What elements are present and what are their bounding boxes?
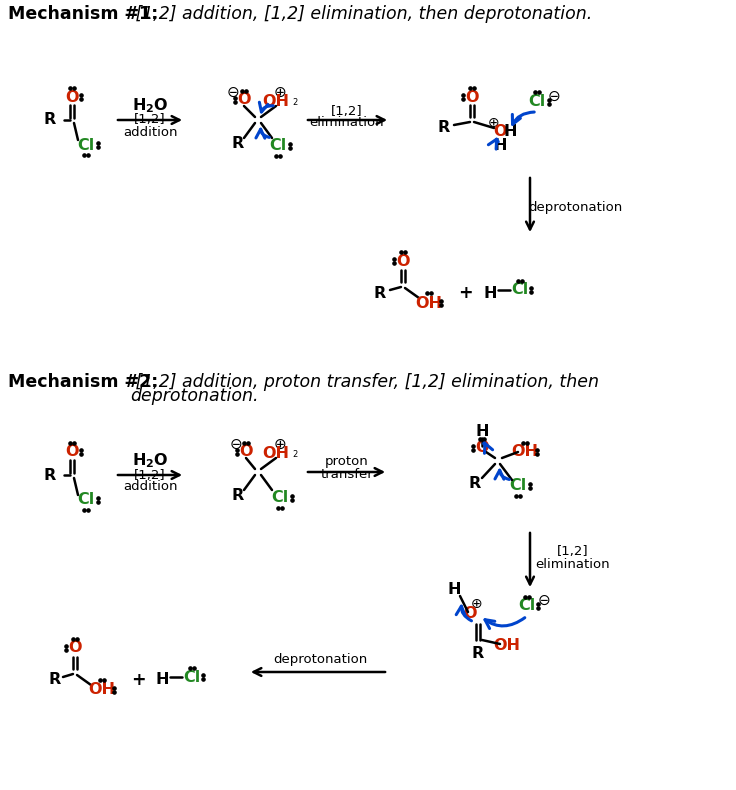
Text: Cl: Cl — [528, 95, 545, 110]
Text: O: O — [239, 445, 252, 460]
Text: OH: OH — [512, 445, 539, 460]
Text: ⊖: ⊖ — [537, 592, 551, 608]
Text: ⊕: ⊕ — [274, 437, 286, 452]
Text: Mechanism #2:: Mechanism #2: — [8, 373, 158, 391]
Text: deprotonation: deprotonation — [273, 653, 367, 667]
Text: +: + — [458, 284, 473, 302]
Text: +: + — [131, 671, 145, 689]
Text: Cl: Cl — [77, 137, 95, 152]
Text: ⊖: ⊖ — [230, 437, 242, 452]
Text: Cl: Cl — [518, 599, 536, 614]
Text: OH: OH — [88, 683, 116, 698]
Text: H: H — [484, 285, 497, 300]
Text: O: O — [465, 89, 478, 104]
Text: deprotonation.: deprotonation. — [130, 387, 258, 405]
Text: R: R — [438, 121, 450, 136]
Text: OH: OH — [263, 93, 289, 108]
Text: O: O — [493, 125, 507, 140]
Text: [1,2]: [1,2] — [557, 546, 589, 559]
Text: elimination: elimination — [310, 116, 384, 130]
Text: $\mathbf{H_2O}$: $\mathbf{H_2O}$ — [132, 96, 169, 115]
Text: OH: OH — [263, 446, 289, 461]
Text: O: O — [396, 254, 410, 269]
Text: elimination: elimination — [536, 559, 610, 571]
Text: R: R — [232, 488, 244, 503]
Text: ⊖: ⊖ — [548, 88, 560, 103]
Text: O: O — [68, 641, 82, 656]
Text: Cl: Cl — [509, 479, 527, 494]
Text: Cl: Cl — [77, 492, 95, 507]
Text: [1,2]: [1,2] — [134, 468, 166, 481]
Text: R: R — [232, 137, 244, 152]
Text: O: O — [475, 441, 489, 456]
Text: O: O — [463, 607, 477, 622]
Text: Mechanism #1:: Mechanism #1: — [8, 5, 158, 23]
Text: addition: addition — [123, 126, 177, 138]
Text: R: R — [472, 646, 484, 661]
Text: ⊕: ⊕ — [471, 597, 483, 611]
Text: O: O — [237, 92, 251, 107]
Text: R: R — [469, 476, 481, 491]
Text: R: R — [44, 468, 56, 483]
Text: R: R — [49, 672, 61, 687]
Text: ⊕: ⊕ — [274, 85, 286, 100]
Text: Cl: Cl — [269, 138, 286, 153]
Text: OH: OH — [494, 638, 520, 653]
Text: [1,2] addition, proton transfer, [1,2] elimination, then: [1,2] addition, proton transfer, [1,2] e… — [130, 373, 599, 391]
Text: O: O — [66, 445, 79, 460]
Text: ⊖: ⊖ — [227, 85, 239, 100]
Text: proton: proton — [325, 456, 369, 468]
Text: transfer: transfer — [321, 468, 373, 480]
Text: [1,2]: [1,2] — [134, 114, 166, 126]
Text: deprotonation: deprotonation — [528, 201, 622, 213]
Text: H: H — [475, 424, 489, 439]
Text: OH: OH — [416, 295, 442, 310]
Text: Cl: Cl — [272, 491, 289, 506]
Text: O: O — [66, 89, 79, 104]
Text: H: H — [447, 582, 461, 597]
Text: addition: addition — [123, 480, 177, 494]
Text: R: R — [44, 112, 56, 127]
Text: ⊕: ⊕ — [488, 116, 500, 130]
Text: $\mathbf{H_2O}$: $\mathbf{H_2O}$ — [132, 452, 169, 470]
Text: $_2$: $_2$ — [292, 446, 299, 460]
Text: Cl: Cl — [512, 283, 528, 298]
Text: $_2$: $_2$ — [292, 95, 299, 107]
Text: H: H — [493, 138, 507, 153]
Text: [1,2] addition, [1,2] elimination, then deprotonation.: [1,2] addition, [1,2] elimination, then … — [130, 5, 592, 23]
Text: [1,2]: [1,2] — [331, 104, 363, 118]
Text: H: H — [155, 672, 169, 687]
Text: Cl: Cl — [183, 669, 201, 684]
Text: H: H — [503, 125, 517, 140]
Text: R: R — [374, 285, 386, 300]
